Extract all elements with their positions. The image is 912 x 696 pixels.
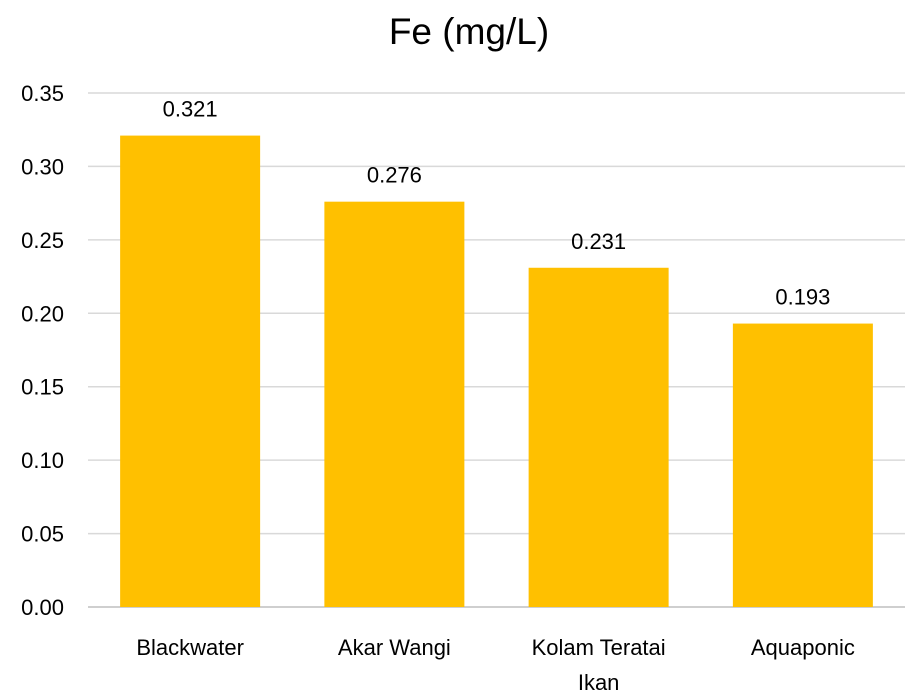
y-tick-label: 0.25 [21,228,64,253]
data-label: 0.276 [367,163,422,188]
bar-kolam-teratai-ikan [528,267,669,607]
x-category-label: Ikan [578,670,620,695]
y-tick-label: 0.20 [21,301,64,326]
y-tick-label: 0.35 [21,81,64,106]
x-category-label: Akar Wangi [338,635,451,660]
x-category-label: Blackwater [136,635,244,660]
bar-blackwater [120,135,261,608]
y-tick-label: 0.10 [21,448,64,473]
bar-akar-wangi [324,201,465,607]
bars [120,135,873,608]
y-tick-label: 0.15 [21,375,64,400]
data-labels: 0.321 0.276 0.231 0.193 [163,97,831,310]
data-label: 0.193 [775,285,830,310]
chart-title: Fe (mg/L) [389,11,549,52]
y-tick-label: 0.05 [21,522,64,547]
x-axis-categories: Blackwater Akar Wangi Kolam Teratai Ikan Aqu… [136,635,855,695]
y-tick-label: 0.30 [21,154,64,179]
bar-aquaponic [732,323,873,607]
x-category-label: Aquaponic [751,635,855,660]
data-label: 0.321 [163,97,218,122]
x-category-label: Kolam Teratai [532,635,666,660]
y-axis-ticks: 0.00 0.05 0.10 0.15 0.20 0.25 0.30 0.35 [21,81,64,620]
y-tick-label: 0.00 [21,595,64,620]
data-label: 0.231 [571,229,626,254]
